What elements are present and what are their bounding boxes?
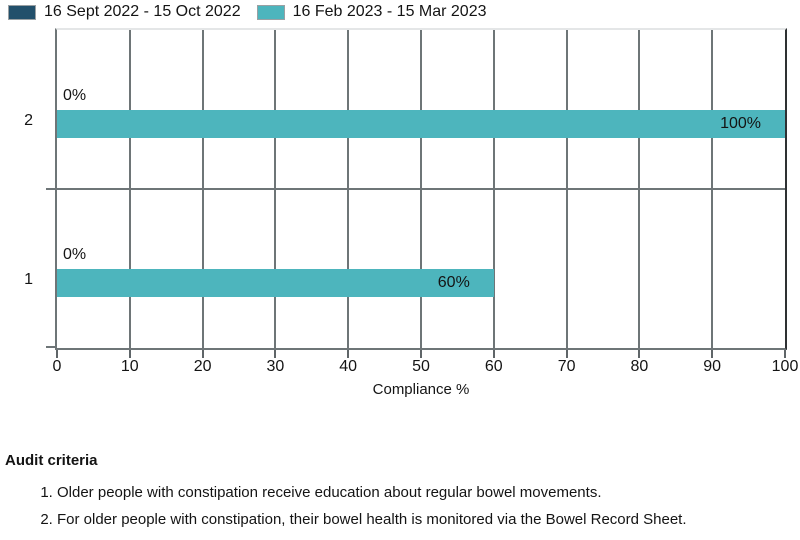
x-tick-label: 90: [703, 358, 722, 375]
x-tick-mark: [128, 350, 131, 358]
x-tick-mark: [711, 350, 714, 358]
y-category-label: 2: [24, 111, 33, 129]
y-tick-mark: [46, 346, 55, 348]
category-divider: [57, 188, 785, 190]
legend-item: 16 Feb 2023 - 15 Mar 2023: [256, 3, 487, 21]
x-tick-label: 60: [484, 358, 503, 375]
audit-criteria-list: Older people with constipation receive e…: [5, 484, 797, 528]
bar-value-label: 60%: [437, 273, 470, 291]
bar-segment: [57, 268, 494, 297]
x-tick-mark: [420, 350, 422, 358]
x-tick-label: 50: [412, 358, 430, 375]
x-tick-mark: [274, 350, 277, 358]
y-tick-mark: [46, 188, 55, 190]
x-tick-mark: [565, 350, 568, 358]
x-tick-label: 20: [193, 358, 212, 375]
legend-item: 16 Sept 2022 - 15 Oct 2022: [8, 3, 241, 21]
x-tick-mark: [201, 350, 204, 358]
legend-swatch-icon: [8, 4, 36, 20]
x-tick-mark: [347, 350, 350, 358]
audit-criteria-section: Audit criteria Older people with constip…: [5, 452, 797, 538]
legend-label: 16 Sept 2022 - 15 Oct 2022: [44, 3, 241, 20]
chart-legend: 16 Sept 2022 - 15 Oct 2022 16 Feb 2023 - …: [8, 3, 487, 21]
audit-criterion-2: For older people with constipation, thei…: [57, 511, 797, 528]
x-tick-label: 40: [339, 358, 358, 375]
bar-value-label: 0%: [63, 86, 87, 104]
x-tick-label: 80: [630, 358, 649, 375]
legend-swatch-icon: [256, 4, 285, 20]
bar-value-label: 100%: [720, 114, 761, 132]
x-tick-label: 0: [52, 358, 62, 375]
x-tick-label: 10: [120, 358, 139, 375]
x-tick-label: 100: [771, 358, 799, 375]
y-category-label: 1: [24, 270, 33, 288]
audit-criteria-heading: Audit criteria: [5, 452, 98, 469]
x-tick-label: 30: [266, 358, 285, 375]
x-tick-mark: [492, 350, 495, 358]
x-tick-mark: [56, 350, 58, 358]
plot-area: 0 10 20 30 40 50 60 70 80 90 100 2 0% 100% 1 0% 60%: [24, 28, 798, 375]
x-tick-label: 70: [557, 358, 576, 375]
x-tick-mark: [638, 350, 641, 358]
bar-value-label: 0%: [63, 245, 87, 263]
x-axis-title: Compliance %: [372, 381, 470, 398]
audit-criterion-1: Older people with constipation receive e…: [57, 484, 797, 501]
bar-segment: [57, 109, 785, 138]
x-tick-mark: [784, 350, 786, 358]
legend-label: 16 Feb 2023 - 15 Mar 2023: [292, 3, 487, 20]
